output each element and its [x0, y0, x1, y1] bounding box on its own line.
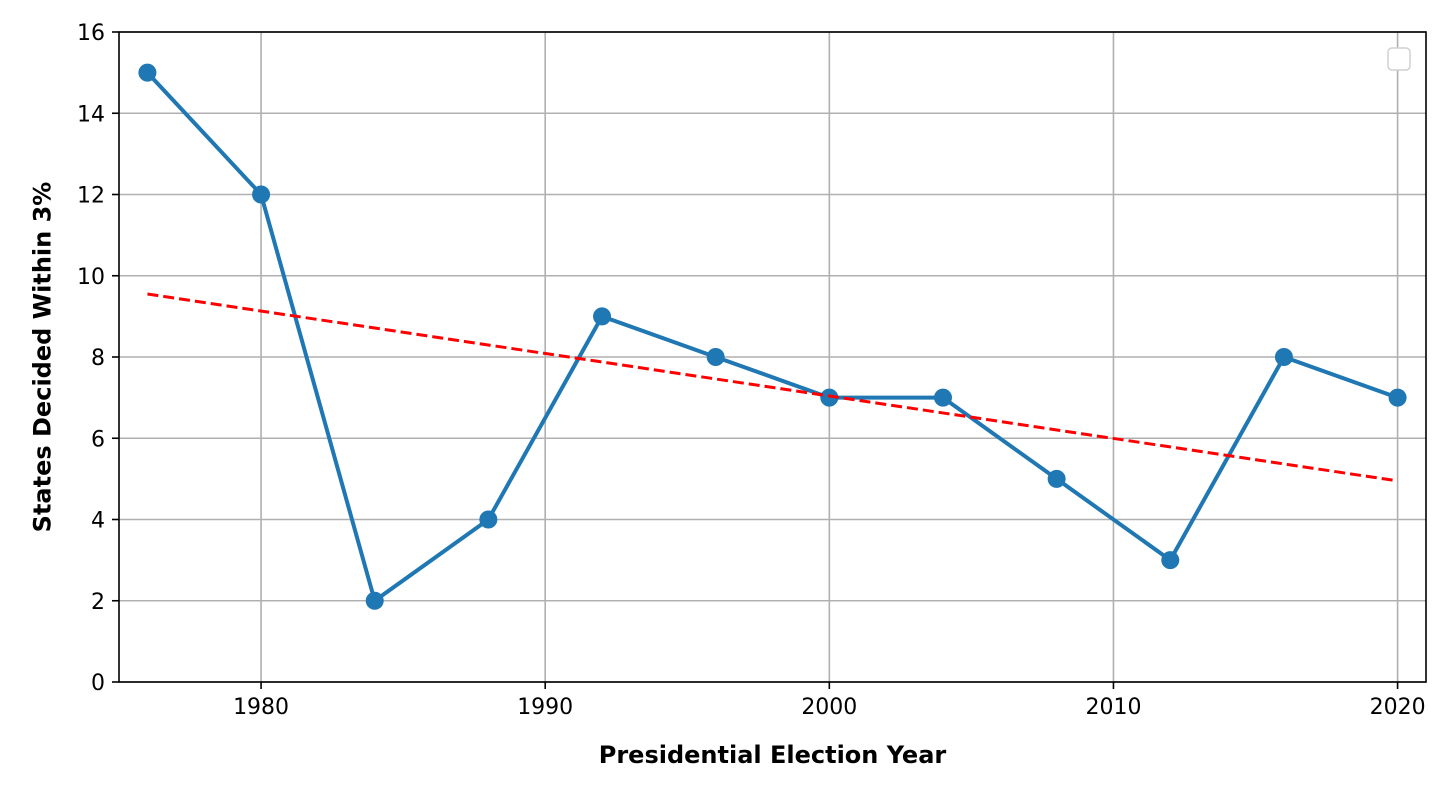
series-layer	[138, 63, 1407, 610]
trend-line	[147, 292, 1398, 483]
y-tick-label: 8	[91, 346, 105, 371]
y-tick-label: 12	[77, 184, 105, 209]
data-point	[479, 510, 498, 529]
series-line	[145, 71, 1399, 603]
data-point	[252, 185, 271, 204]
x-axis-label: Presidential Election Year	[599, 741, 947, 769]
data-point	[820, 388, 839, 407]
x-tick-label: 1980	[233, 695, 289, 720]
data-point	[365, 591, 384, 610]
data-point	[593, 307, 612, 326]
y-tick-label: 16	[77, 21, 105, 46]
y-tick-label: 2	[91, 590, 105, 615]
y-tick-label: 0	[91, 671, 105, 696]
y-tick-label: 10	[77, 265, 105, 290]
data-point	[1047, 469, 1066, 488]
x-tick-label: 2020	[1370, 695, 1426, 720]
data-point	[1388, 388, 1407, 407]
y-tick-label: 6	[91, 427, 105, 452]
x-tick-label: 2010	[1085, 695, 1141, 720]
data-point	[933, 388, 952, 407]
data-point	[706, 348, 725, 366]
legend-box	[1387, 47, 1411, 71]
data-point	[1161, 551, 1180, 570]
ticks: 1980 1990 2000 2010 2020 0 2 4 6 8 10 12 14 16	[77, 21, 1426, 720]
data-point	[1274, 348, 1293, 366]
grid	[119, 31, 1426, 683]
y-tick-label: 14	[77, 102, 105, 127]
y-tick-label: 4	[91, 509, 105, 534]
y-axis-label: States Decided Within 3%	[28, 182, 56, 533]
data-point	[138, 63, 157, 82]
x-tick-label: 1990	[517, 695, 573, 720]
x-tick-label: 2000	[801, 695, 857, 720]
